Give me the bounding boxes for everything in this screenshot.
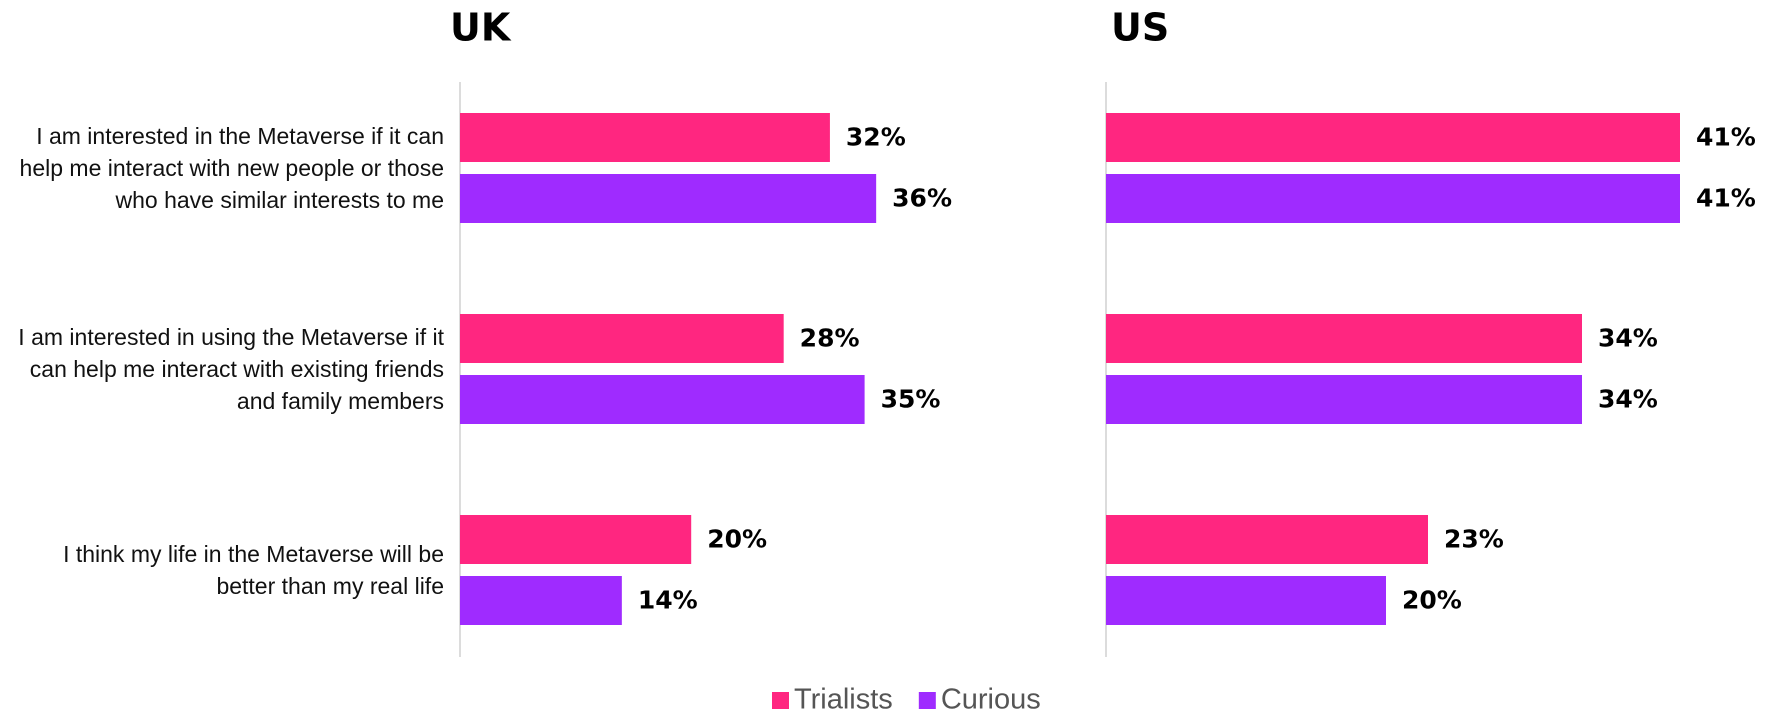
bar [1106, 174, 1680, 223]
value-label: 34% [1598, 385, 1658, 414]
bar [1106, 375, 1582, 424]
value-label: 34% [1598, 324, 1658, 353]
bar [460, 576, 622, 625]
chart-title: UK [450, 6, 512, 50]
category-label: I think my life in the Metaverse will be… [63, 541, 444, 599]
value-label: 20% [707, 525, 767, 554]
bar [460, 113, 830, 162]
chart-title: US [1111, 6, 1169, 50]
bar [460, 174, 877, 223]
bar [1106, 314, 1582, 363]
bar [460, 375, 865, 424]
value-label: 36% [892, 184, 952, 213]
category-label: I am interested in using the Metaverse i… [18, 324, 444, 414]
value-label: 23% [1444, 525, 1504, 554]
category-label: I am interested in the Metaverse if it c… [19, 123, 444, 213]
legend-label: Curious [941, 684, 1041, 710]
value-label: 32% [846, 123, 906, 152]
bar [1106, 113, 1680, 162]
legend-swatch [772, 692, 789, 709]
bar [460, 314, 784, 363]
value-label: 41% [1696, 123, 1756, 152]
value-label: 35% [881, 385, 941, 414]
value-label: 28% [800, 324, 860, 353]
legend-label: Trialists [794, 684, 893, 710]
value-label: 20% [1402, 586, 1462, 615]
bar [460, 515, 692, 564]
bar [1106, 515, 1428, 564]
value-label: 41% [1696, 184, 1756, 213]
legend-swatch [918, 692, 936, 709]
bar [1106, 576, 1386, 625]
value-label: 14% [638, 586, 698, 615]
